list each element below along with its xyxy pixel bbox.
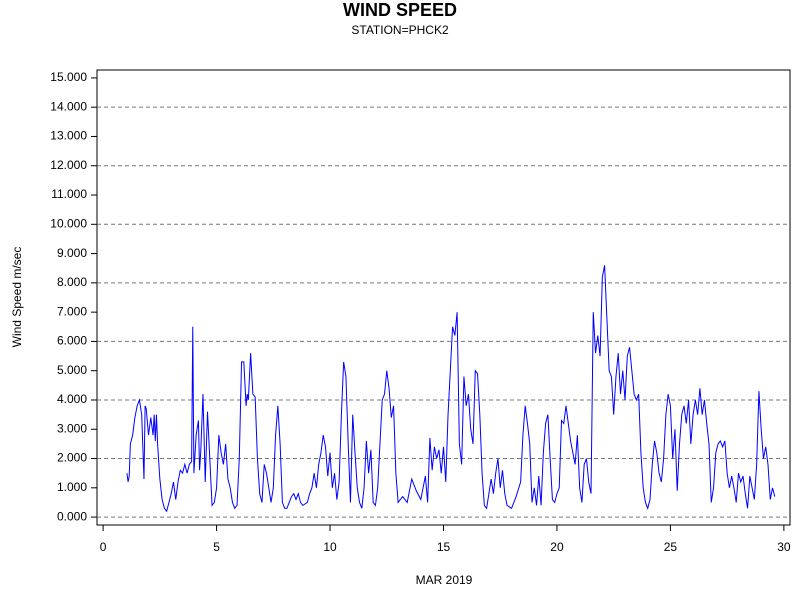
x-tick-label: 25 [664, 540, 678, 554]
y-tick-label: 1.000 [57, 480, 87, 494]
y-tick-label: 6.000 [57, 334, 87, 348]
y-axis-label: Wind Speed m/sec [10, 247, 24, 348]
y-tick-label: 14.000 [50, 99, 87, 113]
y-tick-label: 12.000 [50, 158, 87, 172]
y-tick-label: 8.000 [57, 275, 87, 289]
y-tick-label: 3.000 [57, 421, 87, 435]
chart-title: WIND SPEED [343, 0, 457, 20]
y-tick-label: 7.000 [57, 304, 87, 318]
chart-subtitle: STATION=PHCK2 [351, 23, 449, 37]
y-tick-label: 11.000 [51, 187, 87, 201]
x-axis-label: MAR 2019 [416, 573, 473, 587]
x-tick-label: 20 [550, 540, 564, 554]
plot-frame [96, 69, 791, 526]
x-tick-label: 10 [323, 540, 337, 554]
x-tick-label: 0 [100, 540, 107, 554]
wind-speed-line [126, 265, 776, 513]
x-tick-label: 30 [777, 540, 791, 554]
y-tick-label: 10.000 [50, 216, 87, 230]
y-tick-label: 13.000 [50, 129, 87, 143]
y-tick-label: 2.000 [57, 451, 87, 465]
y-tick-label: 9.000 [57, 246, 87, 260]
y-tick-label: 0.000 [57, 509, 87, 523]
x-tick-label: 5 [213, 540, 220, 554]
y-tick-label: 4.000 [57, 392, 87, 406]
y-tick-label: 5.000 [57, 363, 87, 377]
y-tick-label: 15.000 [50, 70, 87, 84]
x-tick-label: 15 [437, 540, 451, 554]
